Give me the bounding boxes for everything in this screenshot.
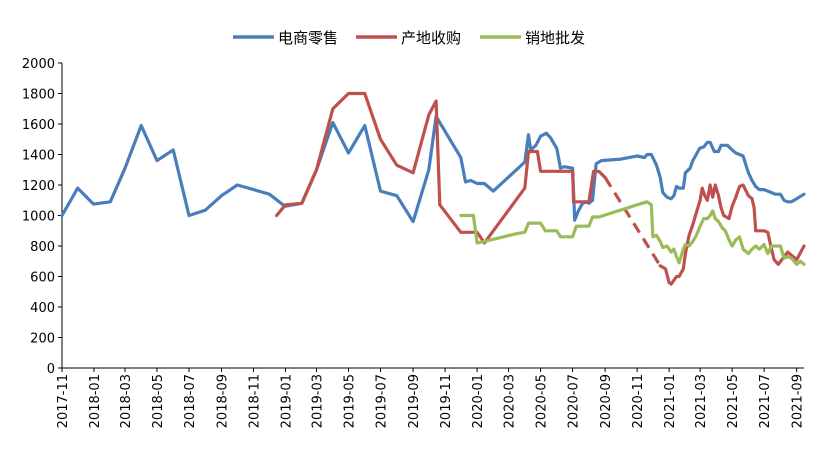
- x-tick-label: 2019-07: [375, 374, 390, 428]
- y-axis: 0 200 400 600 800 1000 1200 1400 1600 1800 2000: [22, 57, 63, 377]
- series-line-2-0: [459, 200, 806, 266]
- x-axis: 2017-11 2018-01 2018-03 2018-05 2018-07 2018-…: [56, 367, 806, 428]
- y-tick-label: 2000: [22, 57, 55, 72]
- x-tick-label: 2021-01: [663, 374, 678, 428]
- series-line-1-0: [275, 91, 607, 245]
- x-tick-label: 2020-09: [599, 374, 614, 428]
- series-line-1-1: [658, 183, 806, 286]
- y-tick-label: 1400: [22, 149, 55, 164]
- legend: 电商零售 产地收购 销地批发: [233, 29, 585, 47]
- x-tick-label: 2018-11: [248, 374, 263, 428]
- x-tick-label: 2021-03: [694, 374, 709, 428]
- y-tick-label: 1600: [22, 118, 55, 133]
- legend-label: 销地批发: [525, 29, 585, 47]
- y-tick-label: 200: [30, 332, 55, 347]
- x-tick-label: 2019-01: [280, 374, 295, 428]
- x-tick-label: 2020-07: [567, 374, 582, 428]
- x-tick-label: 2019-11: [439, 374, 454, 428]
- x-tick-label: 2018-07: [183, 374, 198, 428]
- y-tick-label: 1000: [22, 210, 55, 225]
- x-tick-label: 2020-01: [471, 374, 486, 428]
- x-tick-label: 2020-11: [631, 374, 646, 428]
- series-1: [275, 91, 806, 286]
- y-tick-label: 400: [30, 301, 55, 316]
- plot-area: [60, 91, 806, 286]
- x-tick-label: 2019-09: [407, 374, 422, 428]
- x-tick-label: 2020-05: [535, 374, 550, 428]
- x-tick-label: 2021-05: [726, 374, 741, 428]
- x-tick-label: 2021-09: [791, 374, 806, 428]
- series-line-0-0: [60, 114, 806, 224]
- x-tick-label: 2017-11: [56, 374, 71, 428]
- y-tick-label: 1800: [22, 88, 55, 103]
- x-tick-label: 2018-05: [151, 374, 166, 428]
- x-tick-label: 2021-07: [758, 374, 773, 428]
- x-tick-label: 2019-03: [311, 374, 326, 428]
- y-tick-label: 600: [30, 271, 55, 286]
- x-tick-label: 2020-03: [503, 374, 518, 428]
- y-tick-label: 0: [47, 362, 55, 377]
- legend-label: 电商零售: [278, 29, 338, 47]
- legend-label: 产地收购: [401, 29, 461, 47]
- series-0: [60, 114, 806, 224]
- y-tick-label: 800: [30, 240, 55, 255]
- x-tick-label: 2018-03: [119, 374, 134, 428]
- x-tick-label: 2018-09: [216, 374, 231, 428]
- x-tick-label: 2018-01: [88, 374, 103, 428]
- x-tick-label: 2019-05: [343, 374, 358, 428]
- series-2: [459, 200, 806, 266]
- y-tick-label: 1200: [22, 179, 55, 194]
